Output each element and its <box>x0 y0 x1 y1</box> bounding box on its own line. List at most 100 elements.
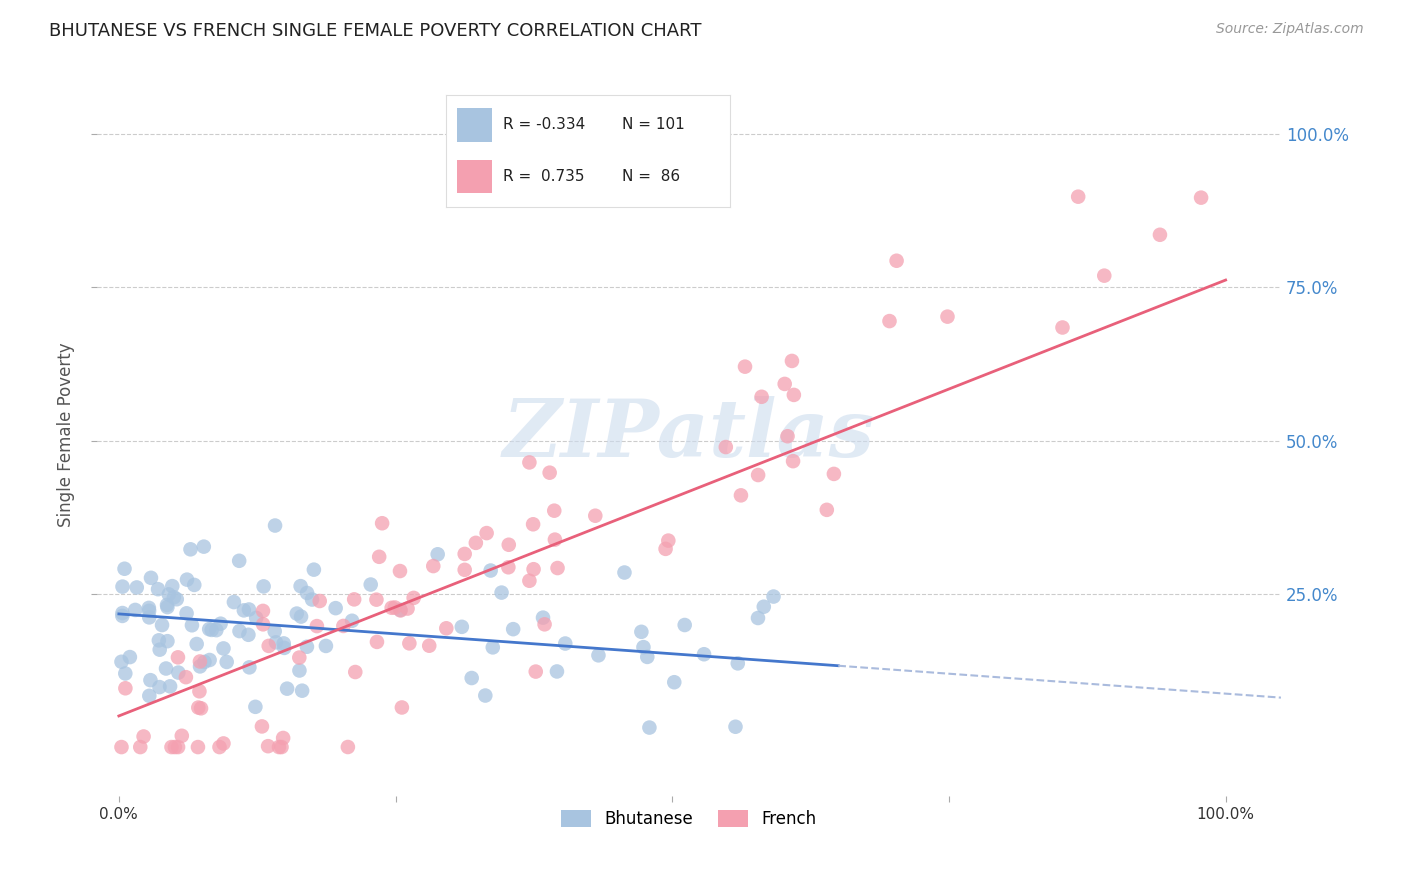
Point <box>583 508 606 523</box>
Point <box>546 665 568 679</box>
Point <box>156 600 179 615</box>
Point <box>491 585 513 599</box>
Point <box>343 592 366 607</box>
Point <box>264 518 287 533</box>
Point <box>332 619 354 633</box>
Point <box>308 594 330 608</box>
Point <box>215 655 238 669</box>
Y-axis label: Single Female Poverty: Single Female Poverty <box>58 343 75 527</box>
Point <box>1052 320 1074 334</box>
Point <box>167 740 190 755</box>
Point <box>205 623 228 637</box>
Point <box>111 608 134 623</box>
Point <box>693 647 716 661</box>
Point <box>636 649 658 664</box>
Point <box>176 573 198 587</box>
Point <box>111 580 134 594</box>
Point <box>208 740 231 755</box>
Point <box>176 607 198 621</box>
Point <box>776 429 799 443</box>
Point <box>138 689 160 703</box>
Point <box>879 314 901 328</box>
Point <box>252 617 274 632</box>
Point <box>780 354 803 368</box>
Point <box>502 622 524 636</box>
Point <box>544 533 567 547</box>
Point <box>479 564 502 578</box>
Point <box>391 700 413 714</box>
Point <box>138 600 160 615</box>
Point <box>187 700 209 714</box>
Point <box>149 642 172 657</box>
Point <box>434 621 457 635</box>
Point <box>288 650 311 665</box>
Point <box>389 603 412 617</box>
Point <box>454 547 477 561</box>
Point <box>823 467 845 481</box>
Point <box>336 739 359 754</box>
Point <box>148 633 170 648</box>
Point <box>163 591 186 605</box>
Point <box>522 562 544 576</box>
Point <box>228 554 250 568</box>
Point <box>533 617 555 632</box>
Point <box>371 516 394 531</box>
Point <box>285 607 308 621</box>
Point <box>936 310 959 324</box>
Point <box>464 536 486 550</box>
Point <box>238 660 260 674</box>
Point <box>276 681 298 696</box>
Point <box>344 665 367 679</box>
Point <box>1092 268 1115 283</box>
Point <box>315 639 337 653</box>
Point <box>657 533 679 548</box>
Point <box>305 619 328 633</box>
Point <box>114 562 136 576</box>
Point <box>747 468 769 483</box>
Point <box>188 684 211 698</box>
Point <box>188 655 211 669</box>
Point <box>481 640 503 655</box>
Point <box>174 670 197 684</box>
Point <box>111 606 134 620</box>
Point <box>654 541 676 556</box>
Point <box>301 592 323 607</box>
Point <box>426 547 449 561</box>
Point <box>360 577 382 591</box>
Point <box>167 650 190 665</box>
Point <box>267 740 290 755</box>
Point <box>201 623 224 637</box>
Point <box>474 689 496 703</box>
Point <box>673 618 696 632</box>
Text: ZIPatlas: ZIPatlas <box>503 396 875 474</box>
Point <box>270 740 292 755</box>
Point <box>245 699 267 714</box>
Text: Source: ZipAtlas.com: Source: ZipAtlas.com <box>1216 22 1364 37</box>
Point <box>384 600 406 615</box>
Point <box>538 466 561 480</box>
Point <box>132 730 155 744</box>
Point <box>886 253 908 268</box>
Point <box>110 740 132 755</box>
Point <box>183 578 205 592</box>
Point <box>734 359 756 374</box>
Point <box>179 542 201 557</box>
Point <box>190 701 212 715</box>
Point <box>212 736 235 750</box>
Point <box>714 440 737 454</box>
Point <box>146 582 169 597</box>
Point <box>454 563 477 577</box>
Point <box>366 635 388 649</box>
Point <box>498 538 520 552</box>
Point <box>238 628 260 642</box>
Point <box>295 640 318 654</box>
Point <box>1189 191 1212 205</box>
Point <box>638 721 661 735</box>
Point <box>402 591 425 605</box>
Point <box>273 636 295 650</box>
Point <box>114 681 136 696</box>
Point <box>156 598 179 612</box>
Point <box>543 504 565 518</box>
Point <box>588 648 610 663</box>
Point <box>747 611 769 625</box>
